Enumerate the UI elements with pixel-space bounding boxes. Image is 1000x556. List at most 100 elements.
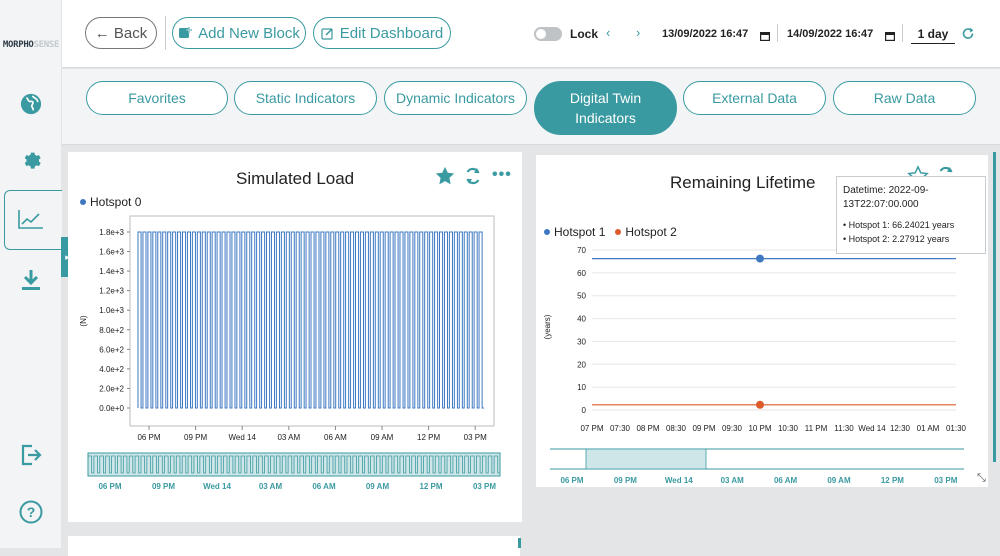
range-select[interactable]: 1 day xyxy=(911,27,955,44)
navigator-tick-label: 09 AM xyxy=(366,482,390,491)
navigator-tick-label: 06 AM xyxy=(774,476,798,485)
calendar-icon[interactable] xyxy=(760,28,771,46)
y-tick-label: 40 xyxy=(577,315,586,324)
app-logo: MORPHOSENSE xyxy=(2,40,60,50)
data-point-hotspot-2 xyxy=(756,400,764,409)
sidebar: MORPHOSENSE ▸ ? xyxy=(0,0,74,548)
y-tick-label: 0 xyxy=(582,406,587,415)
calendar-icon[interactable] xyxy=(885,28,896,46)
more-options-icon[interactable]: ••• xyxy=(492,166,512,183)
resize-handle-icon[interactable]: ⤡ xyxy=(977,472,986,484)
date-divider xyxy=(777,24,778,42)
legend-item-hotspot-1[interactable]: Hotspot 1 xyxy=(544,225,605,239)
tooltip-datetime-line1: Datetime: 2022-09- xyxy=(843,185,929,196)
x-tick-label: 09:30 xyxy=(722,424,743,433)
x-tick-label: 10:30 xyxy=(778,424,799,433)
series-line-hotspot-0 xyxy=(137,231,484,409)
chart-line-icon xyxy=(18,209,44,234)
help-icon[interactable]: ? xyxy=(13,494,49,530)
card-title: Simulated Load xyxy=(236,169,355,188)
tab-dynamic-indicators[interactable]: Dynamic Indicators xyxy=(384,81,527,115)
logout-icon[interactable] xyxy=(13,437,49,473)
tooltip-row-hotspot-2: • Hotspot 2: 2.27912 years xyxy=(843,234,950,244)
y-axis-label: (years) xyxy=(543,314,552,339)
y-tick-label: 1.4e+3 xyxy=(99,267,124,276)
card-title: Remaining Lifetime xyxy=(670,173,816,192)
remaining-lifetime-chart[interactable]: 0 10 20 30 40 50 60 70 (years) 07 PM 07:30 08 PM 08:… xyxy=(536,237,988,487)
tab-favorites[interactable]: Favorites xyxy=(86,81,228,115)
x-tick-label: 09 PM xyxy=(184,433,207,442)
legend-item[interactable]: Hotspot 0 xyxy=(80,195,141,209)
y-tick-label: 0.0e+0 xyxy=(99,404,124,413)
edit-dashboard-button[interactable]: Edit Dashboard xyxy=(313,17,451,49)
navigator-tick-label: 03 AM xyxy=(721,476,745,485)
indicator-tabs: Favorites Static Indicators Dynamic Indi… xyxy=(62,69,1000,145)
card-edge-marker xyxy=(518,538,521,548)
remaining-lifetime-card: Remaining Lifetime Hotspot 1 Hotspot 2 0… xyxy=(536,155,988,487)
y-tick-label: 1.0e+3 xyxy=(99,306,124,315)
legend-item-hotspot-2[interactable]: Hotspot 2 xyxy=(615,225,677,239)
x-tick-label: 01 AM xyxy=(917,424,940,433)
lock-toggle[interactable] xyxy=(534,27,562,41)
x-tick-label: Wed 14 xyxy=(858,424,886,433)
tooltip-datetime-line2: 13T22:07:00.000 xyxy=(843,199,919,210)
range-divider xyxy=(902,24,903,42)
y-tick-label: 30 xyxy=(577,337,586,346)
x-tick-label: 03 PM xyxy=(464,433,487,442)
start-datetime-input[interactable]: 13/09/2022 16:47 xyxy=(662,28,749,40)
x-tick-label: 11:30 xyxy=(834,424,854,433)
x-tick-label: 07:30 xyxy=(610,424,631,433)
star-icon[interactable] xyxy=(434,165,456,192)
end-datetime-input[interactable]: 14/09/2022 16:47 xyxy=(787,28,874,40)
navigator-tick-label: 12 PM xyxy=(881,476,904,485)
x-tick-label: 07 PM xyxy=(580,424,603,433)
y-tick-label: 6.0e+2 xyxy=(99,345,124,354)
x-tick-label: 09 PM xyxy=(692,424,715,433)
add-new-block-button[interactable]: Add New Block xyxy=(172,17,306,49)
lock-label: Lock xyxy=(570,27,599,41)
scrollbar[interactable] xyxy=(993,152,996,462)
tab-digital-twin-indicators[interactable]: Digital Twin Indicators xyxy=(534,81,677,135)
x-tick-label: 09 AM xyxy=(371,433,394,442)
simulated-load-chart[interactable]: 0.0e+0 2.0e+2 4.0e+2 6.0e+2 8.0e+2 1.0e+3 1.2e… xyxy=(68,208,522,548)
chart-legend[interactable]: Hotspot 0 xyxy=(80,195,141,209)
sync-icon[interactable] xyxy=(464,166,482,191)
tab-external-data[interactable]: External Data xyxy=(683,81,826,115)
toolbar-divider xyxy=(165,16,166,50)
navigator-tick-label: 09 PM xyxy=(614,476,637,485)
download-icon[interactable] xyxy=(13,262,49,298)
simulated-load-card: Simulated Load ••• Hotspot 0 0.0e+0 2.0e+… xyxy=(68,152,522,522)
chevron-right-icon[interactable]: › xyxy=(636,25,641,40)
x-tick-label: 03 AM xyxy=(277,433,300,442)
navigator-tick-label: 03 PM xyxy=(473,482,496,491)
chart-legend[interactable]: Hotspot 1 Hotspot 2 xyxy=(544,225,677,239)
back-button[interactable]: ← Back xyxy=(85,17,157,49)
navigator-tick-label: 09 AM xyxy=(827,476,851,485)
svg-text:?: ? xyxy=(27,504,36,520)
x-tick-label: Wed 14 xyxy=(228,433,256,442)
navigator-series xyxy=(87,455,500,474)
data-point-hotspot-1 xyxy=(756,254,764,263)
navigator-tick-label: 06 PM xyxy=(98,482,121,491)
edit-icon xyxy=(321,27,333,40)
y-axis-label: (N) xyxy=(79,315,88,326)
tab-static-indicators[interactable]: Static Indicators xyxy=(234,81,377,115)
navigator-tick-label: Wed 14 xyxy=(203,482,231,491)
gear-icon[interactable] xyxy=(13,142,49,178)
y-tick-label: 20 xyxy=(577,360,586,369)
x-tick-label: 08 PM xyxy=(636,424,659,433)
add-block-icon xyxy=(179,27,193,38)
y-tick-label: 1.2e+3 xyxy=(99,287,124,296)
tab-raw-data[interactable]: Raw Data xyxy=(833,81,976,115)
navigator-tick-label: 06 AM xyxy=(312,482,336,491)
sidebar-item-charts[interactable] xyxy=(4,190,62,250)
y-tick-label: 2.0e+2 xyxy=(99,384,124,393)
chevron-left-icon[interactable]: ‹ xyxy=(606,25,611,40)
refresh-icon[interactable] xyxy=(961,27,975,46)
next-card xyxy=(68,536,520,556)
navigator-tick-label: 06 PM xyxy=(560,476,583,485)
globe-icon[interactable] xyxy=(13,86,49,122)
x-tick-label: 10 PM xyxy=(748,424,771,433)
x-tick-label: 12 PM xyxy=(417,433,440,442)
x-tick-label: 06 PM xyxy=(137,433,160,442)
